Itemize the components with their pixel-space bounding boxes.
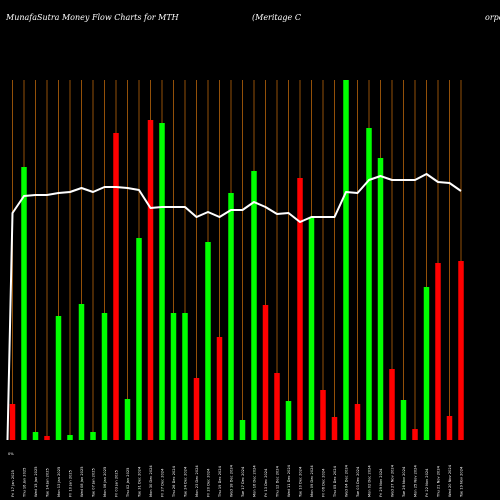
x-tick-label: Mon 02 Dec 2024 — [368, 465, 372, 497]
x-tick-label: Tue 10 Dec 2024 — [299, 466, 303, 498]
bar-green — [32, 432, 39, 440]
bar-green — [366, 128, 372, 440]
x-tick-label: Wed 27 Nov 2024 — [391, 464, 395, 497]
x-tick-label: Mon 25 Nov 2024 — [414, 465, 418, 497]
bar-red — [9, 404, 16, 440]
money-flow-line — [6, 173, 462, 441]
bar-red — [354, 404, 361, 440]
bar-red — [331, 417, 338, 440]
x-tick-label: Tue 17 Dec 2024 — [241, 466, 245, 498]
bar-green — [343, 80, 349, 440]
x-tick-label: Tue 24 Dec 2024 — [184, 466, 188, 498]
chart-title-company: (Meritage C — [252, 13, 301, 22]
x-tick-label: Wed 11 Dec 2024 — [287, 464, 291, 497]
bar-green — [423, 287, 430, 440]
x-tick-label: Wed 04 Dec 2024 — [345, 464, 349, 497]
bar-red — [458, 261, 464, 440]
x-tick-label: Thu 12 Dec 2024 — [276, 465, 280, 498]
x-tick-label: Thu 05 Dec 2024 — [333, 465, 337, 498]
x-tick-label: Thu 26 Dec 2024 — [172, 465, 176, 498]
bar-red — [297, 178, 303, 440]
x-tick-label: Thu 21 Nov 2024 — [437, 465, 441, 498]
bar-green — [228, 193, 234, 440]
bar-green — [170, 313, 177, 440]
bar-red — [193, 378, 200, 440]
bar-green — [55, 316, 62, 440]
chart-title-company-tail: orpo — [485, 13, 500, 22]
bar-red — [435, 263, 441, 440]
bar-green — [101, 313, 108, 440]
bar-red — [44, 436, 50, 440]
x-tick-label: Tue 07 Jan 2025 — [92, 468, 96, 498]
x-tick-label: Mon 23 Dec 2024 — [195, 465, 199, 497]
x-tick-label: Wed 08 Jan 2025 — [80, 466, 84, 497]
x-tick-label: Fri 27 Dec 2024 — [161, 468, 165, 497]
bar-red — [262, 305, 269, 440]
x-tick-label: Wed 20 Nov 2024 — [448, 464, 452, 497]
bar-green — [136, 238, 142, 440]
x-tick-label: Wed 15 Jan 2025 — [34, 466, 38, 497]
x-tick-label: Wed 18 Dec 2024 — [230, 464, 234, 497]
bar-green — [159, 123, 165, 440]
x-tick-label: Fri 03 Jan 2025 — [115, 470, 119, 497]
bar-green — [377, 158, 384, 440]
bar-red — [216, 337, 223, 440]
x-tick-label: Fri 17 Jan 2025 — [11, 470, 15, 497]
bar-red — [320, 390, 326, 440]
bar-green — [205, 242, 211, 440]
bar-series — [9, 80, 464, 440]
x-tick-label: Tue 03 Dec 2024 — [356, 466, 360, 498]
bar-red — [113, 133, 119, 440]
x-tick-label: Mon 13 Jan 2025 — [57, 467, 61, 497]
x-tick-label: Tue 19 Nov 2024 — [460, 466, 464, 498]
x-tick-label: Mon 16 Dec 2024 — [253, 465, 257, 497]
bar-green — [251, 171, 257, 440]
bar-green — [239, 420, 246, 440]
first-percent-label: 0% — [8, 452, 14, 456]
x-tick-label: Fri 22 Nov 2024 — [425, 468, 429, 497]
x-tick-label: Thu 19 Dec 2024 — [218, 465, 222, 498]
bar-red — [147, 120, 154, 440]
bar-green — [182, 313, 188, 440]
bar-green — [21, 167, 27, 440]
x-tick-label: Thu 16 Jan 2025 — [23, 468, 27, 498]
bar-green — [90, 432, 96, 440]
x-tick-label: Mon 06 Jan 2025 — [103, 467, 107, 497]
x-tick-label: Fri 20 Dec 2024 — [207, 468, 211, 497]
x-tick-labels: Fri 17 Jan 2025 Thu 16 Jan 2025 Wed 15 Jan… — [11, 464, 464, 498]
x-tick-label: Fri 29 Nov 2024 — [379, 468, 383, 497]
bar-green — [400, 400, 407, 440]
bar-red — [274, 373, 280, 440]
x-tick-label: Fri 13 Dec 2024 — [264, 468, 268, 497]
bar-green — [285, 401, 292, 440]
x-tick-label: Fri 10 Jan 2025 — [69, 470, 73, 497]
x-tick-label: Mon 09 Dec 2024 — [310, 465, 314, 497]
bar-green — [308, 217, 315, 440]
bar-green — [124, 399, 131, 440]
x-tick-label: Tue 31 Dec 2024 — [138, 466, 142, 498]
x-tick-label: Thu 02 Jan 2025 — [126, 468, 130, 498]
x-tick-label: Tue 14 Jan 2025 — [46, 468, 50, 498]
bar-red — [446, 416, 453, 440]
x-tick-label: Tue 26 Nov 2024 — [402, 466, 406, 498]
chart-title: MunafaSutra Money Flow Charts for MTH — [5, 13, 180, 22]
x-tick-label: Fri 06 Dec 2024 — [322, 468, 326, 497]
bar-red — [412, 429, 418, 440]
bar-red — [389, 369, 395, 440]
bar-green — [78, 304, 85, 440]
bar-green — [67, 435, 73, 440]
x-tick-label: Mon 30 Dec 2024 — [149, 465, 153, 497]
